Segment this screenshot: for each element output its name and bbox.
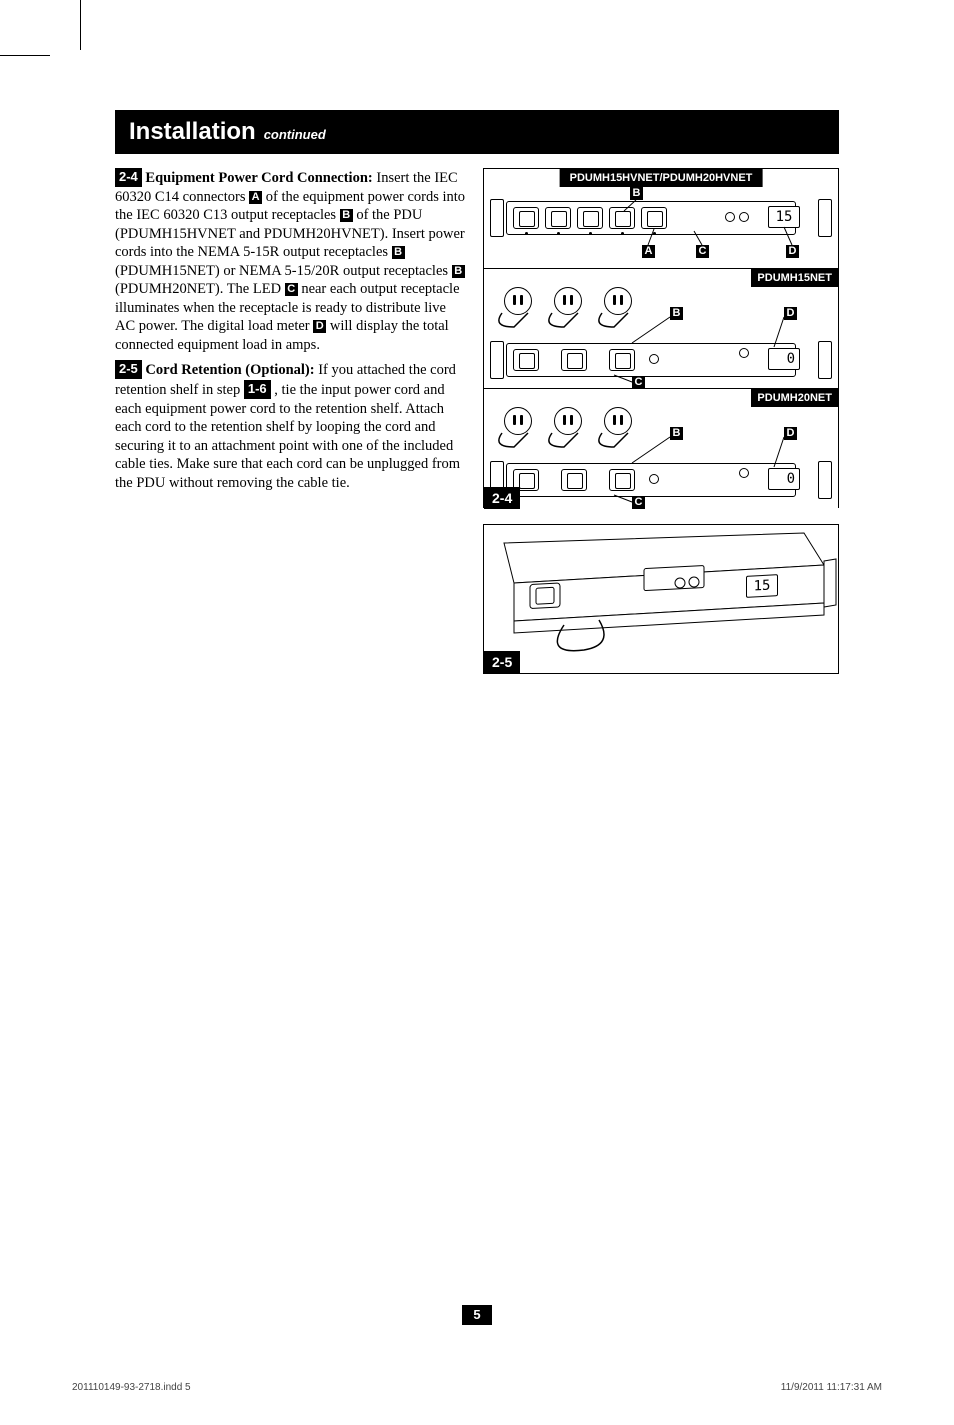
- callout-c: C: [285, 283, 298, 296]
- callout-b: B: [452, 265, 465, 278]
- section-header: Installation continued: [115, 110, 839, 154]
- load-display-20net: 0: [768, 468, 800, 490]
- figure-number-2-5: 2-5: [484, 651, 520, 673]
- footer-filename: 201110149-93-2718.indd 5: [72, 1382, 191, 1393]
- figure-label-hvnet: PDUMH15HVNET/PDUMH20HVNET: [560, 169, 763, 187]
- callout-b: B: [340, 209, 353, 222]
- figure-label-20net: PDUMH20NET: [751, 389, 838, 407]
- step-2-5-paragraph: 2-5 Cord Retention (Optional): If you at…: [115, 360, 467, 492]
- footer-timestamp: 11/9/2011 11:17:31 AM: [781, 1382, 882, 1393]
- step-number-2-4: 2-4: [115, 168, 142, 187]
- figure-callout-d: D: [784, 307, 797, 320]
- figure-callout-b: B: [670, 427, 683, 440]
- load-display-15net: 0: [768, 348, 800, 370]
- page-content: Installation continued 2-4 Equipment Pow…: [0, 0, 954, 734]
- figures-column: PDUMH15HVNET/PDUMH20HVNET: [483, 168, 839, 674]
- body-text-column: 2-4 Equipment Power Cord Connection: Ins…: [115, 168, 467, 674]
- callout-a: A: [249, 191, 262, 204]
- load-display-hvnet: 15: [768, 206, 800, 228]
- figure-callout-d: D: [784, 427, 797, 440]
- figure-number-2-4: 2-4: [484, 487, 520, 509]
- step-2-5-title: Cord Retention (Optional):: [145, 362, 314, 378]
- figure-callout-d: D: [786, 245, 799, 258]
- figure-callout-b: B: [670, 307, 683, 320]
- figure-callout-b: B: [630, 187, 643, 200]
- figure-callout-c: C: [632, 376, 645, 389]
- step-2-4-paragraph: 2-4 Equipment Power Cord Connection: Ins…: [115, 168, 467, 354]
- header-title: Installation: [129, 118, 256, 145]
- load-display-2-5: 15: [746, 574, 778, 598]
- step-number-2-5: 2-5: [115, 360, 142, 379]
- step-ref-1-6: 1-6: [244, 380, 271, 399]
- step-2-4-title: Equipment Power Cord Connection:: [145, 170, 372, 186]
- figure-callout-c: C: [696, 245, 709, 258]
- page-number: 5: [462, 1305, 492, 1325]
- figure-label-15net: PDUMH15NET: [751, 269, 838, 287]
- figure-2-5: 15 2-5: [483, 524, 839, 674]
- crop-marks: [0, 0, 954, 80]
- figure-callout-c: C: [632, 496, 645, 509]
- header-subtitle: continued: [264, 127, 326, 142]
- figure-callout-a: A: [642, 245, 655, 258]
- figure-2-4: PDUMH15HVNET/PDUMH20HVNET: [483, 168, 839, 508]
- callout-d: D: [313, 320, 326, 333]
- callout-b: B: [392, 246, 405, 259]
